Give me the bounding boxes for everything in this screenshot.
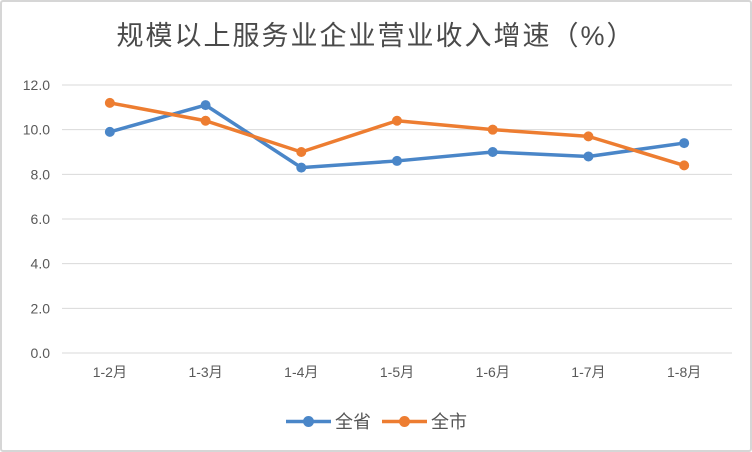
x-tick-label: 1-8月 [667,364,701,380]
data-point-marker [392,115,402,126]
y-tick-label: 2.0 [31,300,51,316]
data-point-marker [392,155,402,166]
x-tick-label: 1-2月 [93,364,127,380]
data-point-marker [200,100,211,111]
data-point-marker [583,151,594,162]
data-point-marker [104,126,115,137]
data-point-marker [487,124,498,135]
data-point-marker [296,162,307,173]
x-tick-label: 1-4月 [284,364,318,380]
data-point-marker [583,131,594,142]
x-tick-label: 1-3月 [188,364,222,380]
data-point-marker [296,147,307,157]
legend-label-province: 全省 [335,412,371,432]
y-tick-label: 6.0 [31,211,51,227]
y-tick-label: 12.0 [23,77,50,93]
x-tick-label: 1-7月 [571,364,605,380]
y-tick-label: 4.0 [31,256,51,272]
legend-item-province[interactable]: 全省 [285,408,371,434]
legend: 全省 全市 [2,408,750,434]
data-point-marker [487,147,498,157]
chart-title: 规模以上服务业企业营业收入增速（%） [116,21,636,51]
line-marker-swatch-icon [286,415,331,427]
legend-item-city[interactable]: 全市 [381,408,467,434]
y-tick-label: 10.0 [23,122,50,138]
data-point-marker [200,115,211,126]
data-point-marker [679,138,690,149]
x-tick-label: 1-6月 [476,364,510,380]
line-marker-swatch-icon [382,415,427,427]
data-point-marker [104,97,115,108]
legend-label-city: 全市 [431,412,467,432]
y-tick-label: 0.0 [31,345,51,361]
data-point-marker [679,160,690,171]
y-tick-label: 8.0 [31,166,51,182]
x-tick-label: 1-5月 [380,364,414,380]
